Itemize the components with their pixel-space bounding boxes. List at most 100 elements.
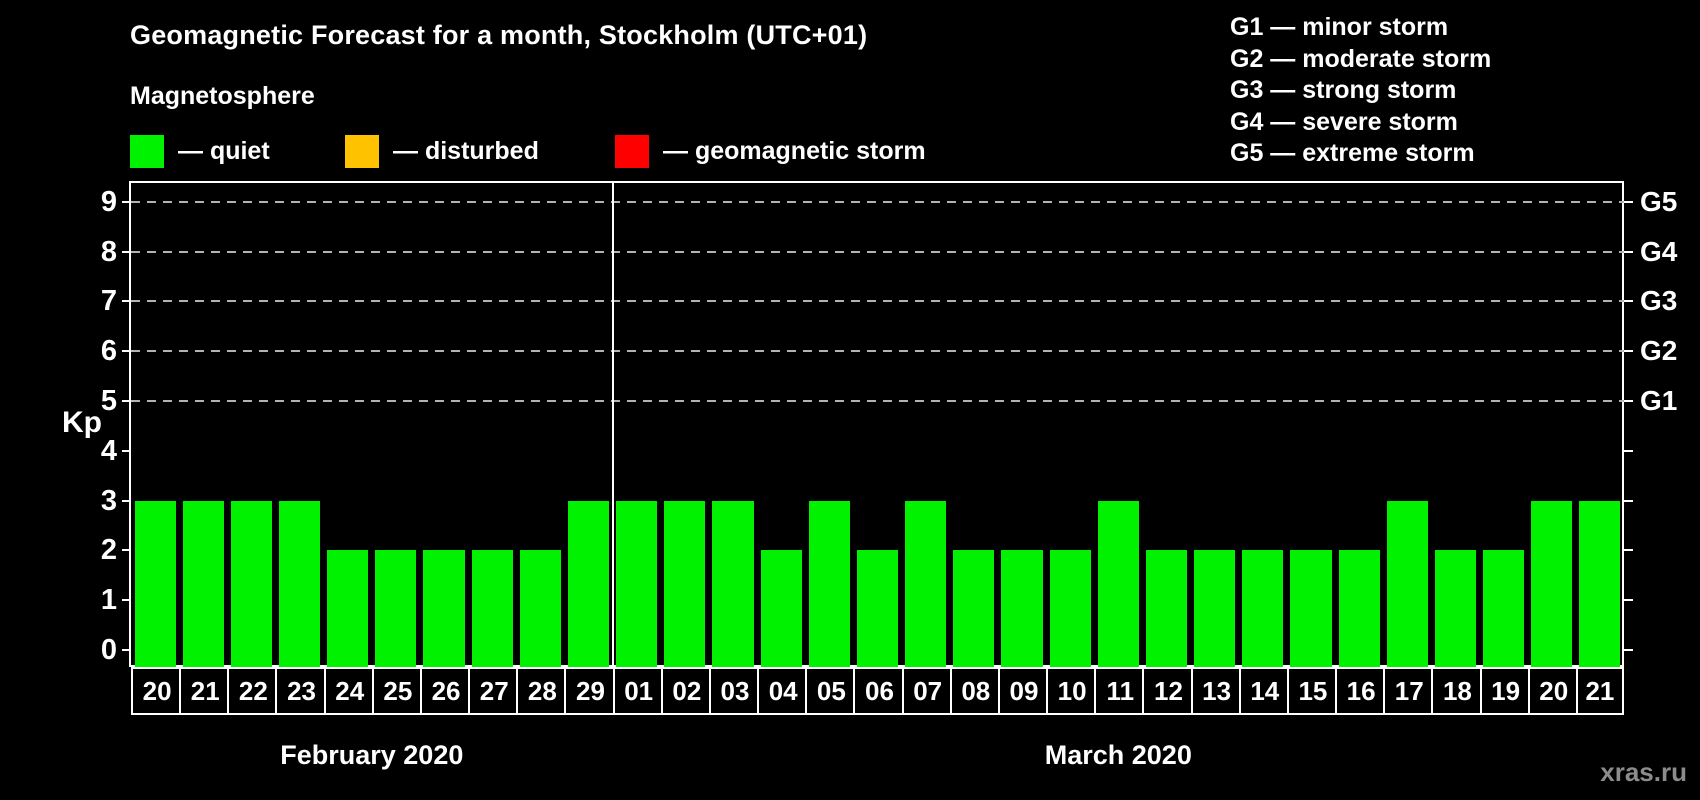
right-tick-kp0 (1624, 649, 1633, 651)
left-tick-kp8 (122, 250, 131, 253)
g-legend-line-3: G3 — strong storm (1230, 76, 1457, 104)
kp-bar-day-21 (182, 500, 224, 667)
y-tick-label-4: 4 (100, 434, 117, 467)
y-tick-label-9: 9 (100, 185, 117, 218)
legend-item-quiet: — quiet (130, 133, 270, 169)
kp-bar-day-20 (1531, 500, 1573, 667)
day-label-cell: 26 (419, 667, 471, 715)
gridline-kp9 (131, 200, 1624, 203)
y-axis-label: Kp (62, 406, 102, 439)
left-tick-kp4 (122, 449, 131, 452)
kp-bar-day-27 (471, 550, 513, 667)
day-label-cell: 18 (1431, 667, 1482, 715)
day-label-cell: 21 (179, 667, 230, 715)
right-axis-label-g4: G4 (1640, 235, 1678, 267)
kp-bar-day-20 (134, 500, 176, 667)
left-tick-kp2 (122, 549, 131, 552)
right-axis-label-g3: G3 (1640, 285, 1678, 317)
right-tick-kp5 (1624, 400, 1633, 402)
day-label-cell: 01 (612, 667, 663, 715)
kp-bar-day-03 (712, 500, 754, 667)
legend-item-disturbed: — disturbed (345, 133, 539, 169)
day-label-cell: 02 (660, 667, 711, 715)
right-axis-label-g1: G1 (1640, 385, 1678, 416)
day-label-cell: 09 (997, 667, 1049, 715)
kp-bar-day-24 (327, 550, 369, 667)
page-title: Geomagnetic Forecast for a month, Stockh… (130, 20, 868, 50)
kp-bar-day-01 (616, 500, 658, 667)
right-tick-kp7 (1624, 300, 1633, 303)
right-tick-kp8 (1624, 250, 1633, 253)
month-divider-line (611, 183, 614, 667)
kp-bar-day-07 (905, 500, 947, 667)
day-label-cell: 04 (757, 667, 808, 715)
day-label-cell: 06 (853, 667, 904, 715)
kp-bar-day-10 (1049, 550, 1091, 667)
gridline-kp8 (131, 250, 1624, 253)
month-label-march: March 2020 (1044, 740, 1192, 770)
kp-bar-day-29 (567, 500, 610, 667)
right-tick-kp2 (1624, 549, 1633, 552)
day-label-cell: 23 (275, 667, 326, 715)
g-legend-line-1: G1 — minor storm (1230, 13, 1449, 41)
kp-bar-day-11 (1097, 500, 1139, 667)
kp-bar-day-28 (519, 550, 561, 667)
day-label-cell: 08 (949, 667, 1000, 715)
kp-bar-day-18 (1434, 550, 1476, 667)
left-tick-kp9 (122, 200, 131, 203)
day-label-cell: 19 (1479, 667, 1530, 715)
g-scale-legend: G1 — minor storm G2 — moderate storm G3 — … (1230, 12, 1491, 170)
y-tick-label-3: 3 (100, 484, 117, 517)
kp-bar-day-08 (953, 550, 995, 667)
g-legend-line-4: G4 — severe storm (1230, 107, 1458, 136)
kp-bar-day-02 (664, 500, 706, 667)
day-label-cell: 29 (564, 667, 615, 715)
legend-label-geomagnetic-storm: — geomagnetic storm (663, 136, 926, 165)
day-label-cell: 14 (1238, 667, 1289, 715)
day-label-cell: 21 (1575, 667, 1624, 715)
kp-bar-day-22 (230, 500, 272, 667)
gridline-kp6 (131, 350, 1624, 353)
day-label-cell: 17 (1383, 667, 1434, 715)
g-legend-line-2: G2 — moderate storm (1230, 44, 1492, 73)
kp-bar-day-05 (808, 500, 850, 667)
day-label-cell: 10 (1046, 667, 1097, 715)
day-label-cell: 22 (227, 667, 278, 715)
day-label-cell: 07 (901, 667, 952, 715)
left-tick-kp1 (122, 599, 131, 602)
disturbed-swatch-icon (345, 134, 379, 168)
y-tick-label-6: 6 (100, 335, 117, 368)
day-label-cell: 24 (323, 667, 374, 715)
kp-bar-day-04 (760, 550, 802, 667)
legend-item-geomagnetic-storm: — geomagnetic storm (615, 133, 926, 169)
kp-bar-day-26 (423, 550, 465, 667)
kp-bar-day-15 (1290, 550, 1332, 667)
y-tick-label-2: 2 (100, 534, 117, 567)
day-label-cell: 16 (1335, 667, 1386, 715)
kp-bar-day-12 (1145, 550, 1188, 667)
g-legend-line-5: G5 — extreme storm (1230, 139, 1475, 167)
kp-bar-day-06 (856, 550, 899, 667)
day-label-cell: 05 (805, 667, 856, 715)
day-label-cell: 12 (1142, 667, 1193, 715)
day-label-cell: 25 (371, 667, 422, 715)
y-tick-label-5: 5 (100, 385, 117, 417)
right-tick-kp9 (1624, 200, 1633, 203)
legend-label-quiet: — quiet (178, 136, 270, 165)
right-tick-kp4 (1624, 449, 1633, 452)
right-tick-kp3 (1624, 499, 1633, 502)
kp-bar-day-17 (1386, 500, 1428, 667)
right-axis-label-g2: G2 (1640, 335, 1678, 367)
day-label-cell: 20 (131, 667, 182, 715)
quiet-swatch-icon (130, 134, 164, 168)
legend-label-disturbed: — disturbed (393, 136, 539, 165)
y-tick-label-8: 8 (100, 235, 117, 268)
magnetosphere-label: Magnetosphere (130, 82, 315, 110)
day-label-cell: 20 (1527, 667, 1578, 715)
left-tick-kp7 (122, 300, 131, 303)
y-tick-label-7: 7 (100, 285, 117, 318)
y-tick-label-0: 0 (100, 634, 117, 666)
gridline-kp5 (131, 400, 1624, 402)
kp-bar-day-23 (278, 500, 321, 667)
